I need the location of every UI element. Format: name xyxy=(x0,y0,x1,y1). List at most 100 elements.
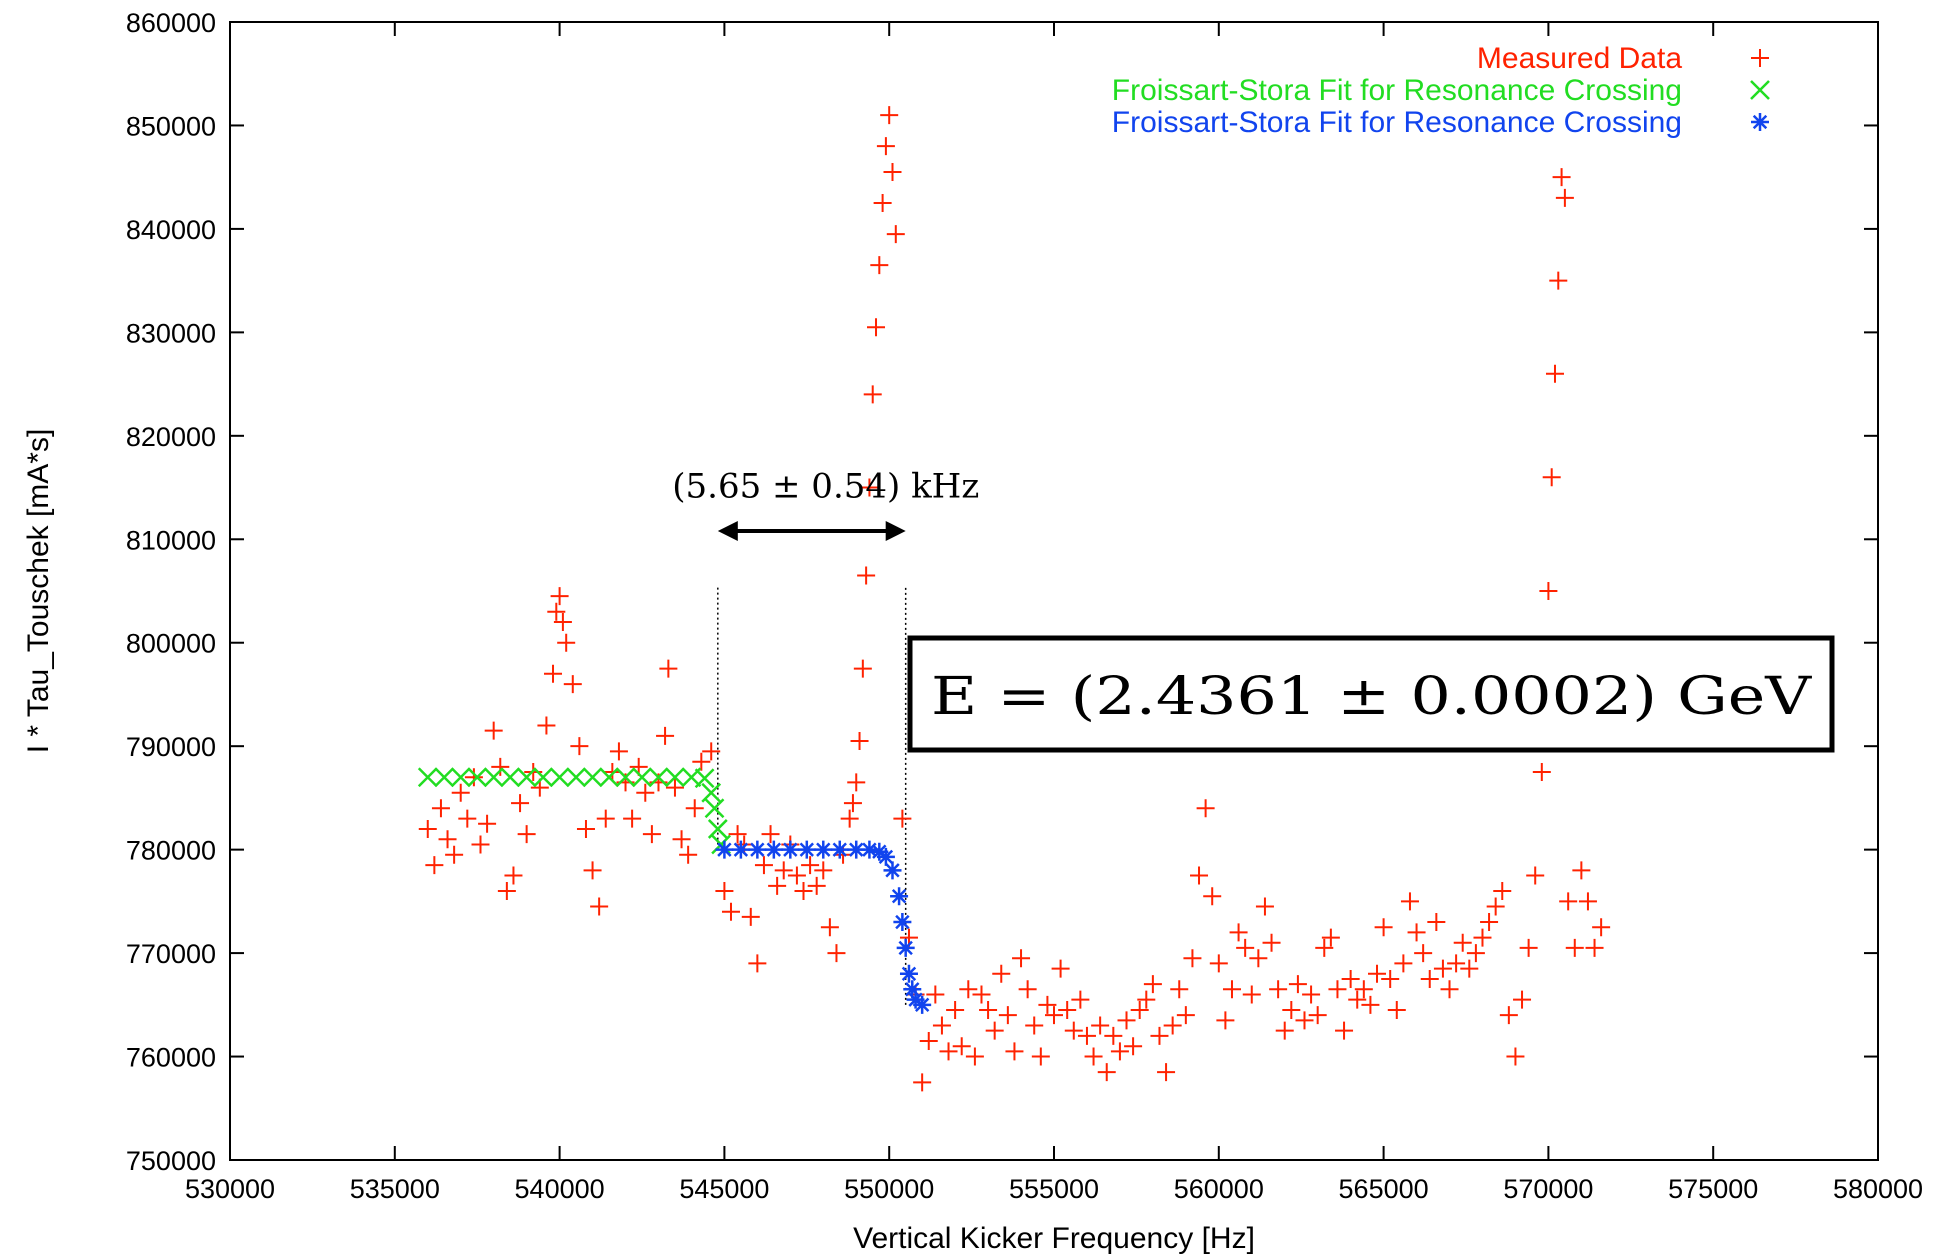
y-tick-label: 860000 xyxy=(126,8,216,38)
data-point xyxy=(919,1032,938,1051)
data-point xyxy=(553,613,572,632)
data-point xyxy=(893,809,912,828)
data-point xyxy=(863,385,882,404)
data-point xyxy=(511,794,530,813)
data-point xyxy=(985,1021,1004,1040)
x-tick-label: 570000 xyxy=(1503,1174,1593,1204)
data-point xyxy=(504,866,523,885)
data-point xyxy=(1038,995,1057,1014)
data-point xyxy=(748,840,767,859)
data-point xyxy=(1335,1021,1354,1040)
data-point xyxy=(563,675,582,694)
data-point xyxy=(1400,892,1419,911)
data-point xyxy=(1045,1006,1063,1025)
data-point xyxy=(794,882,813,901)
data-point xyxy=(550,587,569,606)
data-point xyxy=(500,767,521,788)
data-point xyxy=(1440,980,1459,999)
data-point xyxy=(665,778,684,797)
data-point xyxy=(1341,969,1360,988)
data-point xyxy=(860,840,879,859)
data-point xyxy=(965,1047,984,1066)
data-point xyxy=(721,902,740,921)
data-point xyxy=(1229,923,1248,942)
data-point xyxy=(1407,923,1426,942)
energy-result-box xyxy=(907,635,1835,753)
data-point xyxy=(672,830,691,849)
y-tick-label: 790000 xyxy=(126,732,216,762)
x-tick-label: 550000 xyxy=(844,1174,934,1204)
x-tick-label: 560000 xyxy=(1174,1174,1264,1204)
data-point xyxy=(648,767,669,788)
data-point xyxy=(1295,1011,1314,1030)
data-point xyxy=(431,799,450,818)
data-point xyxy=(1549,271,1568,290)
x-axis-title: Vertical Kicker Frequency [Hz] xyxy=(853,1222,1255,1255)
data-point xyxy=(1255,897,1274,916)
data-point xyxy=(1348,990,1367,1009)
ticks-layer: 530000 535000 540000 545000 550000 555000 5600… xyxy=(126,8,1923,1204)
y-tick-label: 820000 xyxy=(126,422,216,452)
data-point xyxy=(1025,1016,1044,1035)
x-tick-label: 535000 xyxy=(350,1174,440,1204)
data-point xyxy=(754,856,773,875)
data-point xyxy=(1176,1006,1195,1025)
data-point xyxy=(1209,954,1228,973)
data-point xyxy=(1750,80,1770,100)
data-point xyxy=(1308,1006,1327,1025)
data-point xyxy=(491,757,510,776)
data-point xyxy=(694,768,715,789)
y-tick-label: 750000 xyxy=(126,1146,216,1176)
data-point xyxy=(478,814,497,833)
x-tick-label: 530000 xyxy=(185,1174,275,1204)
data-point xyxy=(1526,866,1545,885)
data-point xyxy=(484,721,503,740)
data-point xyxy=(707,819,728,839)
data-point xyxy=(557,633,576,652)
data-point xyxy=(549,767,570,788)
data-point xyxy=(417,767,438,788)
data-point xyxy=(636,783,655,802)
data-point xyxy=(1480,913,1499,932)
data-point xyxy=(1539,582,1558,600)
data-point xyxy=(425,856,444,875)
data-point xyxy=(692,752,711,771)
data-point xyxy=(1381,969,1400,988)
data-point xyxy=(857,566,876,585)
data-point xyxy=(1552,168,1571,187)
data-point xyxy=(992,964,1011,983)
data-point xyxy=(1058,1000,1077,1019)
data-point xyxy=(679,845,698,864)
data-point xyxy=(1361,995,1380,1014)
data-point xyxy=(1506,1047,1525,1066)
legend-label: Froissart-Stora Fit for Resonance Crossi… xyxy=(1112,74,1682,107)
data-point xyxy=(1236,938,1255,957)
series-0 xyxy=(418,106,1611,1092)
data-point xyxy=(896,938,915,957)
data-point xyxy=(1578,892,1597,911)
y-tick-label: 800000 xyxy=(126,629,216,659)
data-point xyxy=(787,866,806,885)
data-point xyxy=(1315,938,1334,957)
data-point xyxy=(1137,990,1156,1009)
data-point xyxy=(547,602,566,621)
data-point xyxy=(946,1000,965,1019)
data-point xyxy=(1196,799,1215,818)
data-point xyxy=(867,318,886,337)
data-point xyxy=(781,840,800,859)
data-point xyxy=(814,861,833,880)
data-point xyxy=(656,726,675,745)
data-point xyxy=(1453,933,1472,952)
data-point xyxy=(1532,763,1551,782)
data-point xyxy=(1157,1063,1176,1082)
series-2 xyxy=(715,840,932,1014)
data-point xyxy=(1216,1011,1235,1030)
y-tick-label: 780000 xyxy=(126,836,216,866)
data-point xyxy=(1282,1000,1301,1019)
data-point xyxy=(843,794,862,813)
data-point xyxy=(583,861,602,880)
data-point xyxy=(516,767,537,788)
data-points-layer xyxy=(417,106,1611,1092)
